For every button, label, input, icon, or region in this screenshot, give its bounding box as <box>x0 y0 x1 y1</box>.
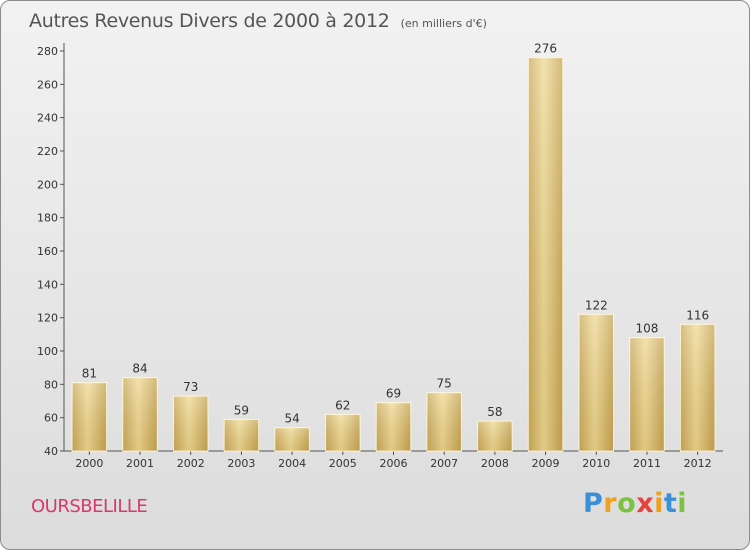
x-tick-label: 2009 <box>532 457 560 470</box>
bar-shade <box>325 414 361 451</box>
x-tick-label: 2000 <box>75 457 103 470</box>
bar-shade <box>274 427 310 451</box>
y-tick-label: 260 <box>37 78 58 91</box>
bar-shade <box>528 57 563 452</box>
bar-value-label: 84 <box>132 362 147 376</box>
y-tick-label: 160 <box>37 245 58 258</box>
title-row: Autres Revenus Divers de 2000 à 2012 (en… <box>29 10 487 32</box>
y-tick-label: 240 <box>37 112 58 125</box>
bar-value-label: 59 <box>234 403 249 417</box>
logo-letter: i <box>677 488 688 519</box>
bar-value-label: 58 <box>487 405 502 419</box>
x-tick-label: 2007 <box>430 457 458 470</box>
x-tick-label: 2012 <box>684 457 712 470</box>
chart-title: Autres Revenus Divers de 2000 à 2012 <box>29 10 390 32</box>
bar-shade <box>680 324 715 451</box>
y-tick-label: 100 <box>37 345 58 358</box>
chart-subtitle: (en milliers d'€) <box>400 17 487 30</box>
x-tick-label: 2006 <box>380 457 408 470</box>
logo-letter: r <box>603 488 618 519</box>
x-tick-label: 2010 <box>582 457 610 470</box>
x-tick-label: 2011 <box>633 457 661 470</box>
logo-letter: t <box>663 488 678 519</box>
bar-value-label: 116 <box>686 308 709 322</box>
logo-letter: o <box>617 488 637 519</box>
bar-value-label: 54 <box>284 412 299 426</box>
y-tick-label: 220 <box>37 145 58 158</box>
x-tick-label: 2008 <box>481 457 509 470</box>
bar-shade <box>122 377 158 451</box>
bar-value-label: 62 <box>335 398 350 412</box>
bar-value-label: 73 <box>183 380 198 394</box>
y-tick-label: 40 <box>44 445 58 458</box>
x-tick-label: 2004 <box>278 457 306 470</box>
bar-shade <box>629 337 665 451</box>
bar-shade <box>376 402 411 451</box>
bar-value-label: 122 <box>585 298 608 312</box>
bar-shade <box>224 419 259 451</box>
logo-letter: i <box>654 488 664 519</box>
bar-shade <box>426 392 462 451</box>
y-tick-label: 80 <box>44 378 58 391</box>
bar-shade <box>173 396 208 451</box>
y-tick-label: 140 <box>37 278 58 291</box>
x-tick-label: 2003 <box>227 457 255 470</box>
y-tick-label: 200 <box>37 178 58 191</box>
bar-value-label: 81 <box>82 367 97 381</box>
bar-value-label: 69 <box>386 387 401 401</box>
bar-shade <box>477 421 513 451</box>
y-tick-label: 180 <box>37 212 58 225</box>
x-tick-label: 2001 <box>126 457 154 470</box>
bar-value-label: 108 <box>636 322 659 336</box>
logo-letter: x <box>636 488 655 519</box>
x-tick-label: 2002 <box>177 457 205 470</box>
bar-shade <box>72 382 107 451</box>
x-tick-label: 2005 <box>329 457 357 470</box>
proxiti-logo[interactable]: Proxiti <box>583 488 687 519</box>
bar-value-label: 75 <box>437 377 452 391</box>
y-tick-label: 280 <box>37 45 58 58</box>
bar-shade <box>579 314 614 451</box>
y-tick-label: 120 <box>37 312 58 325</box>
logo-letter: P <box>583 488 604 519</box>
commune-name: OURSBELILLE <box>31 496 148 517</box>
bar-value-label: 276 <box>534 42 557 56</box>
y-tick-label: 60 <box>44 412 58 425</box>
